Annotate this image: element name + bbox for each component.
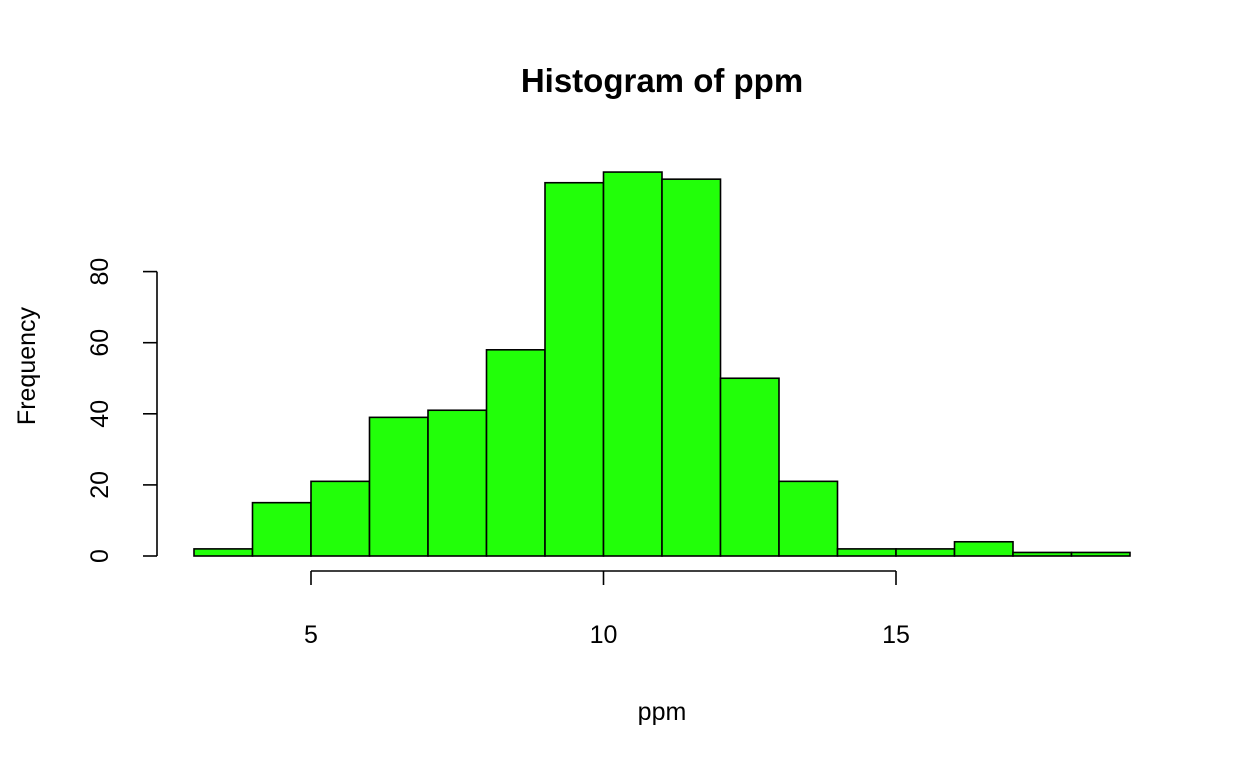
bar-12-13 (719, 377, 780, 557)
bar-9-10 (544, 181, 605, 557)
y-axis: 0 20 40 60 80 (86, 258, 158, 563)
y-tick-label-20: 20 (86, 471, 114, 499)
x-tick-label-15: 15 (882, 621, 910, 649)
bar-18-19 (1070, 551, 1131, 557)
bar-3-4 (193, 548, 254, 557)
bar-8-9 (485, 349, 546, 557)
y-tick-label-60: 60 (86, 329, 114, 357)
bar-4-5 (251, 501, 312, 557)
x-tick-label-5: 5 (304, 621, 318, 649)
bar-15-16 (895, 548, 956, 557)
bars-group (193, 171, 1131, 557)
bar-7-8 (427, 409, 488, 557)
x-tick-label-10: 10 (590, 621, 618, 649)
y-tick-label-0: 0 (86, 549, 114, 563)
bar-14-15 (836, 548, 897, 557)
x-axis-label: ppm (638, 698, 687, 726)
bar-16-17 (953, 540, 1014, 557)
bar-11-12 (661, 178, 722, 557)
y-tick-label-40: 40 (86, 400, 114, 428)
y-axis-label: Frequency (13, 306, 41, 425)
y-tick-label-80: 80 (86, 258, 114, 286)
x-axis: 5 10 15 (304, 570, 910, 649)
bar-10-11 (602, 171, 663, 557)
chart-title: Histogram of ppm (521, 62, 803, 99)
bar-6-7 (368, 416, 429, 557)
bar-5-6 (310, 480, 371, 557)
bar-17-18 (1012, 551, 1073, 557)
bar-13-14 (778, 480, 839, 557)
